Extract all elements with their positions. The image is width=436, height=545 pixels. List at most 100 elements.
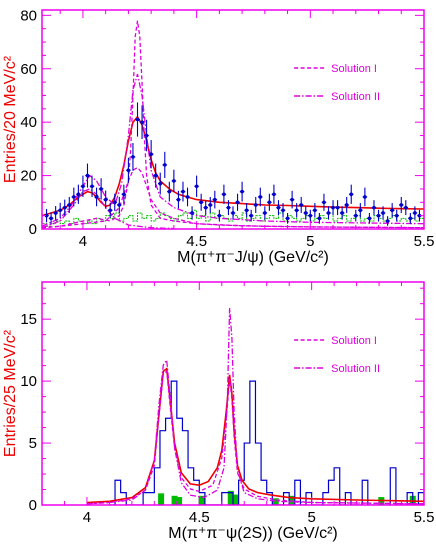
data-point (158, 181, 163, 186)
y-axis-title: Entries/25 MeV/c² (2, 329, 19, 457)
data-point (131, 155, 135, 159)
data-point (326, 211, 331, 215)
chart-panel-bottom: 4 4.5 5 5.5 0 5 10 15 M(π⁺π⁻ψ(2S)) (GeV/c²) Entri… (2, 281, 435, 542)
data-point (144, 133, 149, 138)
x-tick-label: 4.5 (189, 509, 210, 526)
curve-solution-II (86, 307, 424, 505)
data-point (303, 211, 308, 215)
data-point (190, 211, 194, 215)
data-point (153, 173, 158, 178)
y-tick-label: 20 (20, 168, 37, 185)
data-point (385, 219, 390, 223)
data-point (340, 211, 344, 215)
data-point (290, 197, 294, 202)
x-tick-label: 5 (307, 509, 315, 526)
data-point (62, 205, 67, 210)
legend-label: Solution I (331, 63, 377, 75)
axes-frame (41, 281, 425, 506)
data-point (281, 208, 285, 213)
data-point (258, 195, 263, 199)
data-point (135, 117, 140, 122)
data-point (272, 192, 276, 197)
data-point (58, 208, 62, 213)
data-point (122, 192, 126, 197)
data-point (331, 205, 335, 210)
data-point (353, 213, 358, 218)
legend-label: Solution I (331, 335, 377, 347)
y-tick-label: 15 (20, 311, 37, 328)
data-point (404, 205, 408, 210)
y-tick-label: 10 (20, 373, 37, 390)
background-square (176, 497, 183, 505)
data-point (99, 187, 103, 191)
x-axis-title: M(π⁺π⁻ψ(2S)) (GeV/c²) (168, 525, 337, 542)
data-point (194, 184, 199, 189)
plot-area (86, 307, 424, 505)
x-tick-label: 5 (306, 233, 314, 250)
data-point (176, 197, 181, 202)
y-tick-label: 40 (20, 114, 37, 131)
data-point (285, 216, 290, 221)
data-point (276, 205, 281, 210)
data-point (108, 208, 113, 213)
data-point (294, 208, 299, 213)
data-point (235, 200, 240, 205)
x-axis-title: M(π⁺π⁻J/ψ) (GeV/c²) (177, 249, 329, 266)
y-tick-label: 5 (29, 435, 37, 452)
curve-solution-I (42, 20, 424, 229)
data-point (112, 200, 117, 205)
data-point (363, 195, 367, 199)
data-point (299, 203, 304, 207)
data-point (181, 189, 185, 194)
data-point (149, 152, 153, 157)
data-point (372, 205, 376, 210)
data-point (408, 216, 413, 221)
data-point (94, 195, 99, 199)
data-point (72, 195, 76, 199)
background-square (171, 495, 178, 505)
legend-label: Solution II (331, 91, 380, 103)
curve-total-fit (42, 115, 424, 217)
y-tick-label: 0 (29, 497, 37, 514)
data-point (185, 195, 190, 199)
x-tick-label: 5.5 (414, 233, 435, 250)
data-point (367, 216, 372, 221)
x-tick-label: 5.5 (414, 509, 435, 526)
data-point (76, 192, 81, 197)
data-point (376, 213, 381, 218)
data-histogram (109, 380, 424, 505)
data-point (49, 216, 53, 221)
data-point (349, 192, 354, 197)
data-point (240, 189, 244, 194)
curve-solution-I (86, 369, 424, 505)
data-point (126, 168, 131, 173)
curve-total-fit (86, 367, 424, 504)
data-point (90, 184, 94, 189)
legend-label: Solution II (331, 363, 380, 375)
data-point (253, 203, 258, 207)
data-point (249, 213, 253, 218)
data-point (226, 205, 231, 210)
data-point (117, 203, 122, 207)
data-point (313, 208, 317, 213)
data-point (344, 203, 349, 207)
x-tick-label: 4 (79, 233, 87, 250)
data-point (417, 213, 422, 218)
data-point (203, 205, 208, 210)
y-axis-title: Entries/20 MeV/c² (2, 55, 19, 183)
data-point (322, 200, 326, 205)
data-point (267, 200, 272, 205)
x-tick-label: 4 (83, 509, 91, 526)
background-square (158, 493, 165, 505)
data-point (213, 197, 217, 202)
background-square (198, 495, 205, 505)
data-point (85, 173, 90, 178)
data-point (103, 197, 108, 202)
data-point (263, 211, 267, 215)
axes-frame (41, 9, 425, 230)
data-point (53, 211, 58, 215)
data-point (335, 205, 340, 210)
data-point (222, 192, 226, 197)
data-point (231, 211, 235, 215)
